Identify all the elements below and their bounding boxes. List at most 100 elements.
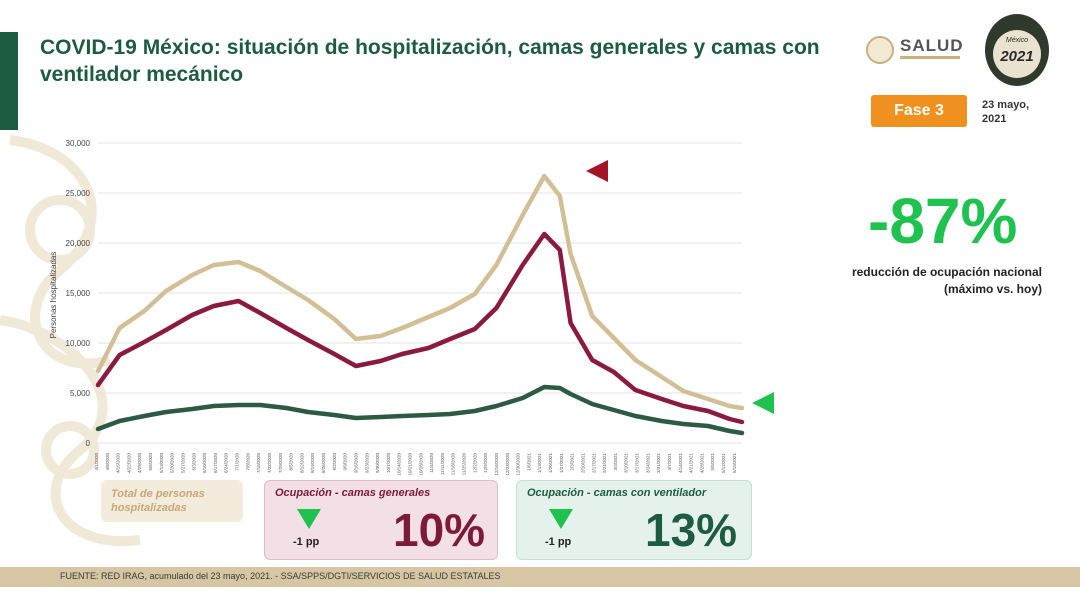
x-tick-label: 5/5/2021 [710,453,715,471]
x-tick-label: 5/6/2020 [148,453,153,471]
ventilator-beds-percentage: 13% [645,504,738,556]
y-tick-label: 5,000 [70,389,91,398]
x-tick-label: 6/17/2020 [213,453,218,474]
down-arrow-icon [297,509,321,529]
x-tick-label: 5/27/2020 [180,453,185,474]
page-title: COVID-19 México: situación de hospitaliz… [40,36,820,86]
chart-grid [98,142,742,444]
series-line-total [95,173,745,411]
current-marker-icon [752,392,774,414]
x-tick-label: 7/15/2020 [256,453,261,474]
general-beds-title: Ocupación - camas generales [275,487,431,499]
reduction-value: -87% [868,185,1018,257]
report-date-line2: 2021 [982,113,1007,125]
x-tick-label: 4/15/2020 [116,453,121,474]
x-tick-label: 1/20/2021 [548,453,553,474]
ventilator-beds-change: -1 pp [545,536,572,548]
report-date: 23 mayo, 2021 [982,98,1062,126]
series-line-ventilator-beds [95,384,745,436]
x-tick-label: 3/17/2021 [635,453,640,474]
x-tick-label: 2/17/2021 [591,453,596,474]
y-tick-label: 20,000 [66,239,91,248]
x-tick-label: 7/29/2020 [278,453,283,474]
x-tick-label: 2/10/2021 [580,453,585,474]
ventilator-beds-title: Ocupación - camas con ventilador [527,487,707,499]
legend-general-beds: Ocupación - camas generales -1 pp 10% [264,480,498,560]
x-tick-label: 11/18/2020 [451,453,456,476]
accent-bar [0,32,18,130]
x-tick-label: 9/2/2020 [332,453,337,471]
x-tick-label: 11/11/2020 [440,453,445,475]
x-tick-label: 4/8/2020 [105,453,110,471]
x-tick-label: 9/30/2020 [375,453,380,474]
x-tick-label: 9/9/2020 [343,453,348,471]
x-tick-label: 12/9/2020 [483,453,488,474]
y-tick-label: 10,000 [66,339,91,348]
footer-bar: FUENTE: RED IRAG, acumulado del 23 mayo,… [0,567,1080,587]
y-tick-label: 30,000 [66,139,91,148]
x-tick-label: 10/28/2020 [418,453,423,476]
x-tick-label: 3/24/2021 [645,453,650,474]
reduction-label-line2: (máximo vs. hoy) [943,282,1042,296]
x-tick-label: 11/4/2020 [429,453,434,473]
legend-total-label: Total de personas hospitalizadas [111,488,205,514]
x-tick-label: 8/19/2020 [310,453,315,474]
x-tick-label: 4/29/2020 [137,453,142,474]
y-tick-label: 15,000 [66,289,91,298]
chart-y-ticks: 0 5,000 10,000 15,000 20,000 25,000 30,000 [66,139,91,448]
source-note: FUENTE: RED IRAG, acumulado del 23 mayo,… [60,571,501,581]
x-tick-label: 8/26/2020 [321,453,326,474]
salud-seal-icon [866,36,894,64]
chart-lines [95,173,745,436]
x-tick-label: 8/12/2020 [299,453,304,474]
x-tick-label: 12/23/2020 [505,453,510,476]
reduction-label: reducción de ocupación nacional (máximo … [836,264,1042,298]
logo-inner [993,30,1041,78]
x-tick-label: 3/31/2021 [656,453,661,474]
x-tick-label: 4/1/2020 [94,453,99,471]
x-tick-label: 5/19/2021 [732,453,737,474]
series-line-general-beds [95,231,745,425]
x-tick-label: 4/14/2021 [678,453,683,474]
down-arrow-icon [549,509,573,529]
salud-logo-text: SALUD [900,36,964,55]
x-tick-label: 5/20/2020 [170,453,175,474]
x-tick-label: 12/2/2020 [472,453,477,474]
general-beds-change: -1 pp [293,536,320,548]
background-pattern [0,135,141,547]
x-tick-label: 7/22/2020 [267,453,272,474]
mexico-2021-logo: México 2021 [983,10,1051,88]
legend-ventilator-beds: Ocupación - camas con ventilador -1 pp 1… [516,480,752,560]
salud-logo-underline [900,56,960,59]
general-beds-percentage: 10% [393,504,486,556]
logo-year: 2021 [1000,48,1034,65]
x-tick-label: 2/3/2021 [570,453,575,471]
x-tick-label: 6/3/2020 [191,453,196,471]
x-tick-label: 1/6/2021 [526,453,531,471]
x-tick-label: 1/27/2021 [559,453,564,474]
x-tick-label: 7/1/2020 [235,453,240,471]
chart-x-ticks: 4/1/2020 4/8/2020 4/15/2020 4/22/2020 4/29/2… [94,453,737,476]
x-tick-label: 6/10/2020 [202,453,207,474]
x-tick-label: 9/23/2020 [364,453,369,474]
x-tick-label: 6/24/2020 [224,453,229,474]
x-tick-label: 4/21/2021 [689,453,694,474]
report-date-line1: 23 mayo, [982,99,1030,111]
legend-total: Total de personas hospitalizadas [101,480,243,522]
x-tick-label: 3/3/2021 [613,453,618,471]
y-axis-label: Personas hospitalizadas [49,252,58,339]
x-tick-label: 10/7/2020 [386,453,391,474]
x-tick-label: 4/22/2020 [126,453,131,474]
x-tick-label: 4/7/2021 [667,453,672,471]
x-tick-label: 3/10/2021 [624,453,629,474]
x-tick-label: 8/5/2020 [289,453,294,471]
peak-marker-icon [586,160,608,182]
x-tick-label: 9/16/2020 [353,453,358,474]
x-tick-label: 4/28/2021 [699,453,704,474]
phase-badge: Fase 3 [871,95,967,127]
x-tick-label: 5/13/2020 [159,453,164,474]
x-tick-label: 7/8/2020 [245,453,250,471]
x-tick-label: 12/30/2020 [516,453,521,476]
x-tick-label: 2/24/2021 [602,453,607,474]
